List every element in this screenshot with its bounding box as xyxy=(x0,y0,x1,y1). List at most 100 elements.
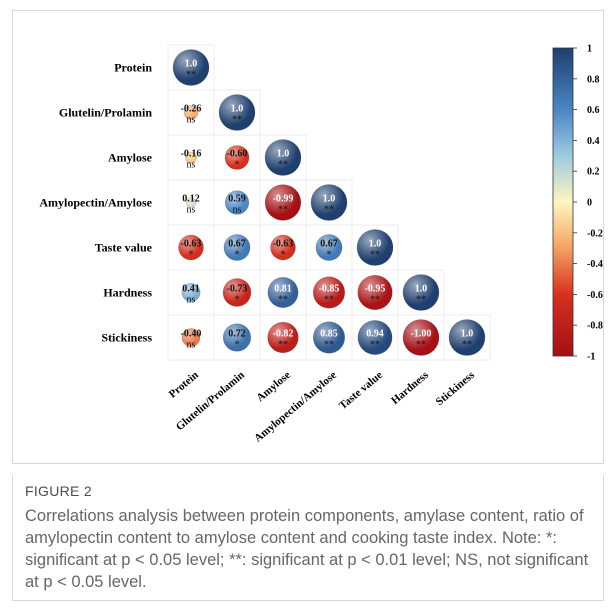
correlation-cell: 0.81** xyxy=(268,277,298,307)
correlation-cell: 1.0** xyxy=(265,140,301,176)
correlation-value: -0.63 xyxy=(273,239,294,250)
correlation-cell: 0.67* xyxy=(224,234,250,260)
correlation-value: 0.72 xyxy=(228,329,246,340)
row-label: Amylopectin/Amylose xyxy=(39,196,152,210)
row-labels: Protein Glutelin/Prolamin Amylose Amylopect… xyxy=(39,61,152,345)
significance-label: ns xyxy=(187,115,196,126)
correlation-cell: -0.82** xyxy=(268,322,299,353)
significance-label: ** xyxy=(370,250,380,261)
colorbar-tick-label: 0.4 xyxy=(587,136,600,147)
significance-label: * xyxy=(235,160,240,171)
colorbar-tick-label: -0.4 xyxy=(587,259,603,270)
significance-label: ** xyxy=(278,340,288,351)
correlation-value: 0.59 xyxy=(228,194,246,205)
colorbar-tick-label: 0.6 xyxy=(587,105,600,116)
significance-label: ** xyxy=(462,340,472,351)
significance-label: ** xyxy=(324,295,334,306)
correlation-value: -0.40 xyxy=(181,329,202,340)
significance-label: * xyxy=(235,340,240,351)
correlation-cell: 1.0** xyxy=(311,185,347,221)
correlation-cell: 1.0** xyxy=(449,320,485,356)
correlation-cell: -1.00** xyxy=(403,320,439,356)
column-label: Taste value xyxy=(337,369,385,412)
significance-label: ns xyxy=(187,340,196,351)
correlation-cell: -0.63* xyxy=(271,235,296,260)
correlation-value: -0.63 xyxy=(181,239,202,250)
figure-label: FIGURE 2 xyxy=(25,483,591,499)
significance-label: ** xyxy=(278,295,288,306)
correlation-value: 0.81 xyxy=(274,284,292,295)
row-label: Stickiness xyxy=(101,331,152,345)
correlation-cell: -0.85** xyxy=(313,277,345,309)
significance-label: ** xyxy=(370,295,380,306)
significance-label: ** xyxy=(416,340,426,351)
colorbar-gradient xyxy=(553,48,573,356)
figure-caption-text: Correlations analysis between protein co… xyxy=(25,505,591,593)
correlation-value: 1.0 xyxy=(231,104,244,115)
correlation-cell: -0.63* xyxy=(179,235,204,260)
correlation-value: -0.95 xyxy=(365,284,386,295)
significance-label: ** xyxy=(232,115,242,126)
correlation-value: -0.16 xyxy=(181,149,202,160)
row-label: Protein xyxy=(114,61,152,75)
correlation-value: -0.26 xyxy=(181,104,202,115)
correlation-cell: 1.0** xyxy=(357,230,393,266)
significance-label: * xyxy=(327,250,332,261)
correlation-cell: 1.0** xyxy=(403,275,439,311)
significance-label: * xyxy=(235,295,240,306)
significance-label: ns xyxy=(187,295,196,306)
correlation-cell: 0.94** xyxy=(358,320,392,354)
correlation-value: 1.0 xyxy=(369,239,382,250)
correlation-value: 1.0 xyxy=(185,59,198,70)
correlation-value: 0.85 xyxy=(320,329,338,340)
correlation-cell: -0.73* xyxy=(223,279,251,307)
correlation-value: 0.41 xyxy=(182,284,200,295)
colorbar-tick-label: 1 xyxy=(587,44,592,55)
correlation-cell: 0.85** xyxy=(313,322,345,354)
significance-label: * xyxy=(235,250,240,261)
row-label: Hardness xyxy=(103,286,152,300)
correlation-value: 0.12 xyxy=(182,194,200,205)
column-label: Protein xyxy=(167,369,201,400)
row-label: Taste value xyxy=(95,241,153,255)
column-label: Amylopectin/Amylose xyxy=(252,369,339,445)
colorbar-tick-label: 0 xyxy=(587,198,592,209)
row-label: Amylose xyxy=(108,151,153,165)
column-label: Amylose xyxy=(254,369,293,404)
significance-label: ns xyxy=(187,160,196,171)
correlation-value: 1.0 xyxy=(461,329,474,340)
significance-label: ** xyxy=(278,160,288,171)
colorbar-tick-label: -1 xyxy=(587,352,595,363)
row-label: Glutelin/Prolamin xyxy=(59,106,152,120)
colorbar-tick-label: 0.8 xyxy=(587,74,600,85)
significance-label: ** xyxy=(416,295,426,306)
significance-label: ** xyxy=(278,205,288,216)
correlation-cell: 1.0** xyxy=(219,95,255,131)
significance-label: ns xyxy=(233,205,242,216)
correlation-value: -0.73 xyxy=(227,284,248,295)
colorbar-tick-label: -0.8 xyxy=(587,321,603,332)
correlation-cell: -0.95** xyxy=(358,275,393,310)
correlation-matrix-chart: ProteinGlutelin/ProlaminAmyloseAmylopect… xyxy=(0,0,616,470)
correlation-value: -0.85 xyxy=(319,284,340,295)
column-labels: ProteinGlutelin/Prolamin AmyloseAmylopect… xyxy=(167,369,478,445)
colorbar: 1 0.8 0.6 0.4 0.2 0 -0.2 -0.4 -0.6 -0.8 -1 xyxy=(553,44,603,363)
significance-label: * xyxy=(281,250,286,261)
colorbar-tick-label: -0.2 xyxy=(587,228,603,239)
colorbar-tick-label: 0.2 xyxy=(587,167,600,178)
significance-label: ns xyxy=(187,205,196,216)
correlation-value: -0.99 xyxy=(273,194,294,205)
significance-label: ** xyxy=(370,340,380,351)
column-label: Stickiness xyxy=(434,369,478,409)
correlation-cell: 0.72* xyxy=(223,324,251,352)
significance-label: * xyxy=(189,250,194,261)
figure-caption: FIGURE 2 Correlations analysis between p… xyxy=(12,475,604,601)
correlation-value: 0.94 xyxy=(366,329,384,340)
column-label: Hardness xyxy=(389,369,431,407)
correlation-value: -1.00 xyxy=(411,329,432,340)
significance-label: ** xyxy=(186,70,196,81)
colorbar-tick-label: -0.6 xyxy=(587,290,603,301)
correlation-value: 1.0 xyxy=(415,284,428,295)
correlation-value: -0.82 xyxy=(273,329,294,340)
correlation-value: 1.0 xyxy=(277,149,290,160)
